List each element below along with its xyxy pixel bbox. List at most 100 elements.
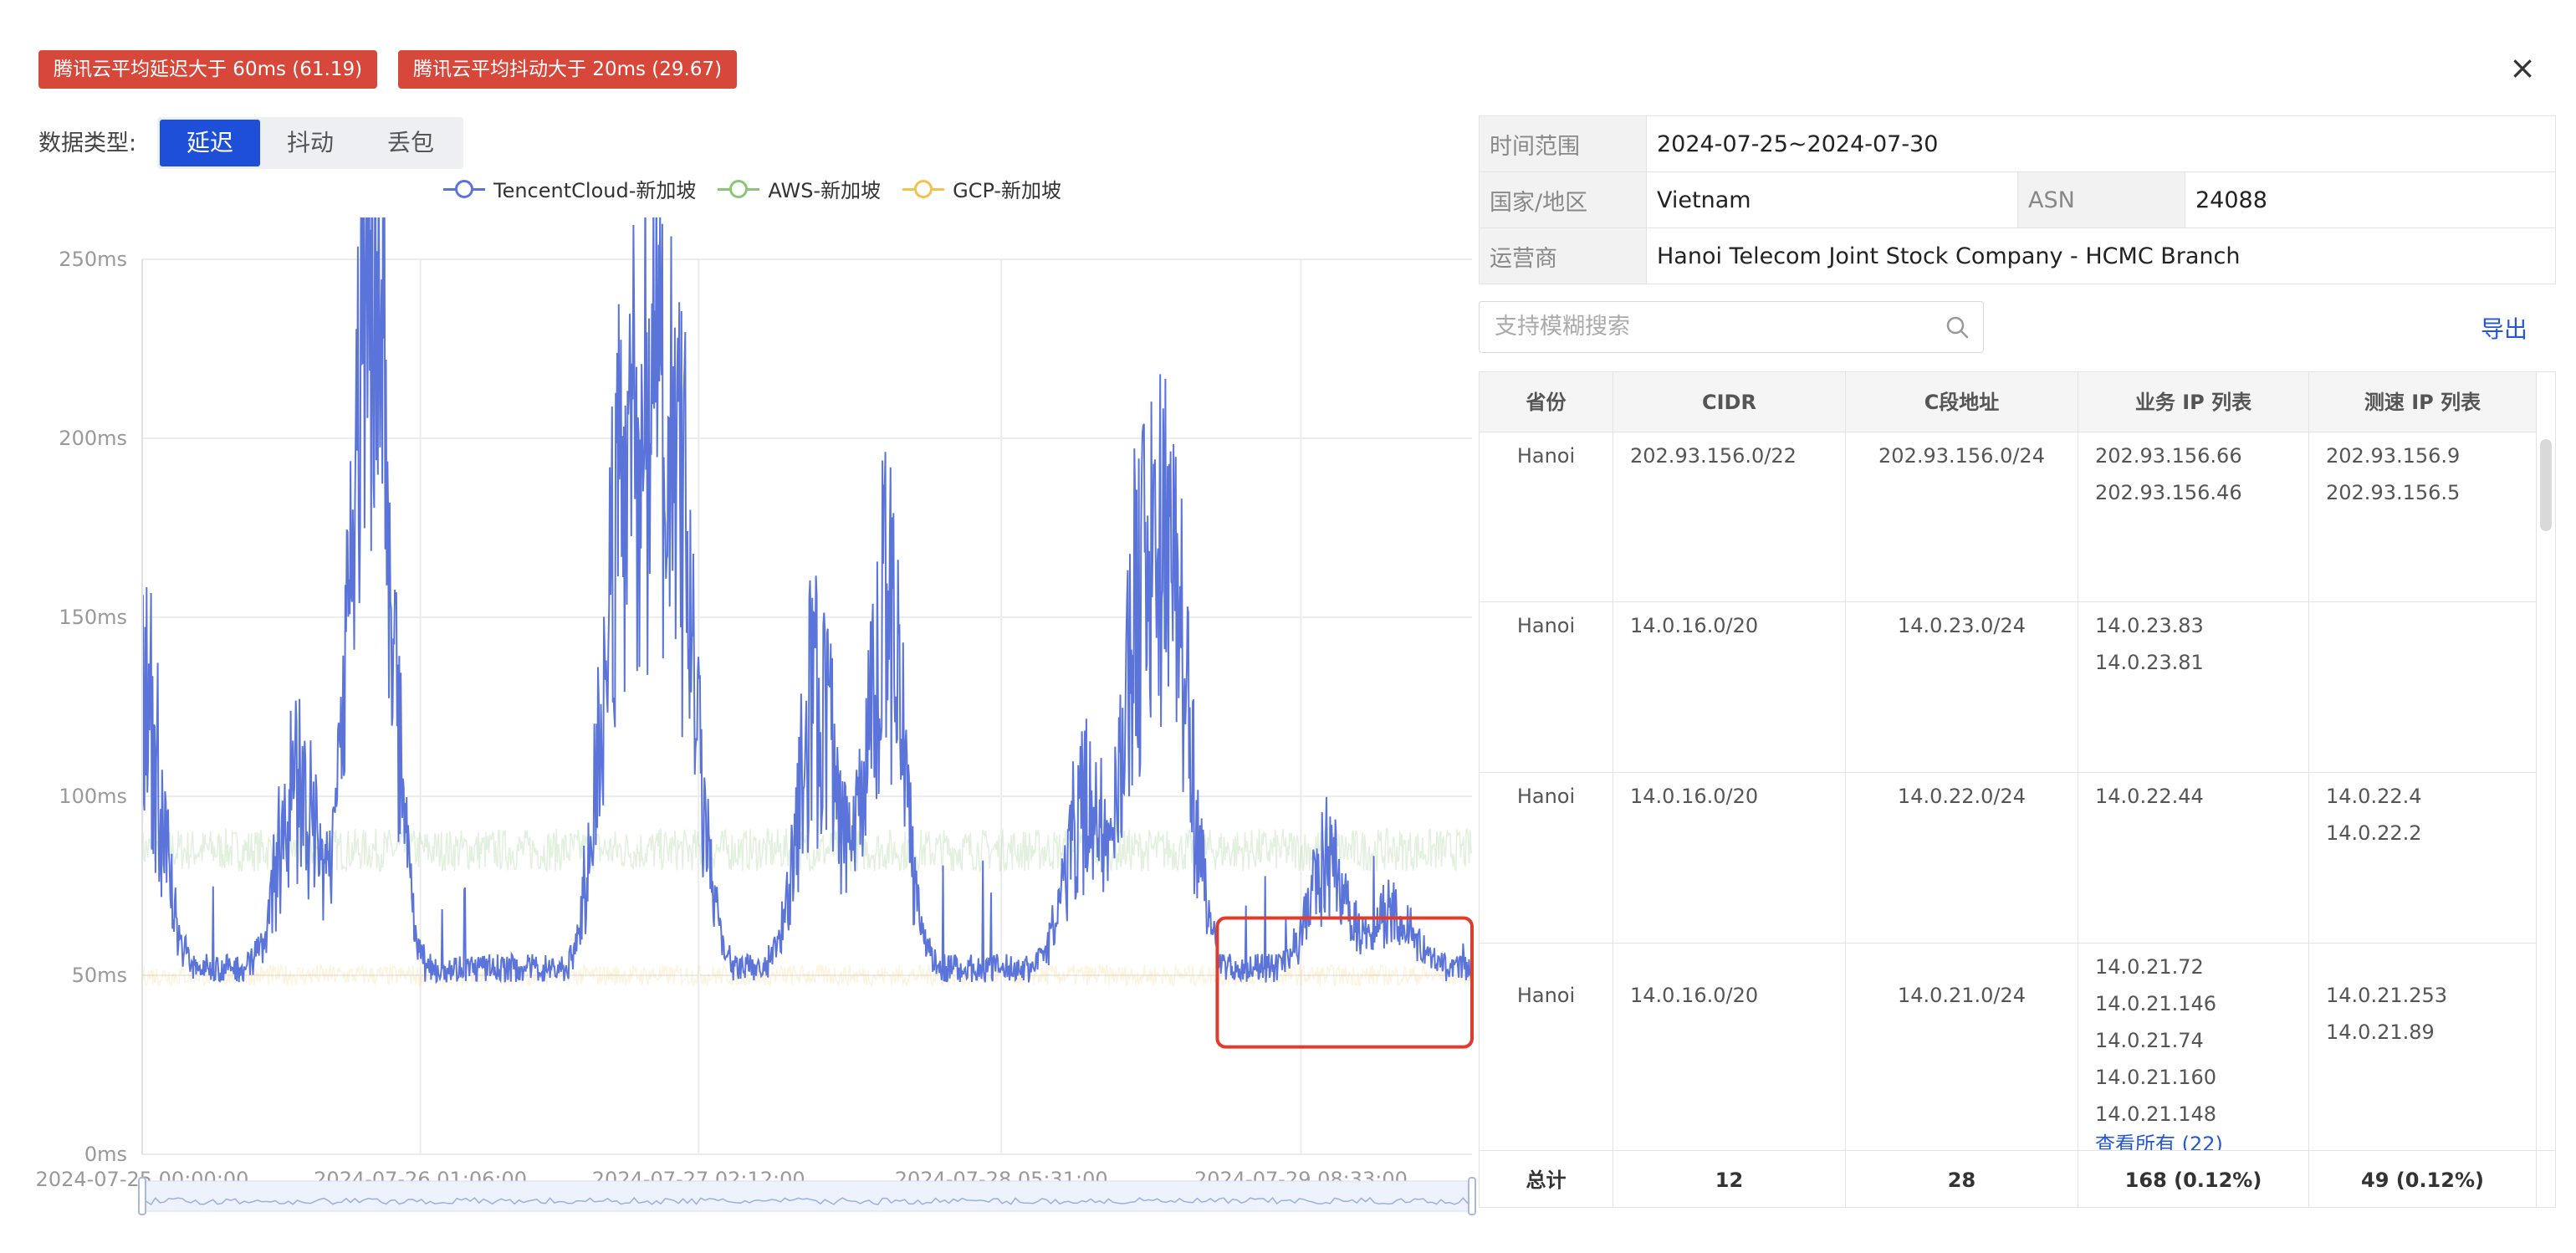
tab-latency[interactable]: 延迟: [160, 120, 260, 166]
ip-table: 省份 CIDR C段地址 业务 IP 列表 测速 IP 列表 Hanoi 202…: [1479, 371, 2556, 1208]
alert-badge-latency: 腾讯云平均延迟大于 60ms (61.19): [38, 50, 378, 89]
time-range-label: 时间范围: [1479, 115, 1647, 172]
close-icon[interactable]: ×: [2509, 49, 2536, 86]
cell-province: Hanoi: [1480, 432, 1613, 601]
legend-label: GCP-新加坡: [953, 179, 1062, 202]
total-c-block: 28: [1846, 1151, 2078, 1207]
time-range-value: 2024-07-25~2024-07-30: [1646, 115, 2556, 172]
chart-legend: TencentCloud-新加坡 AWS-新加坡 GCP-新加坡: [443, 174, 1061, 203]
alert-badge-jitter: 腾讯云平均抖动大于 20ms (29.67): [398, 50, 738, 89]
ip-item: 14.0.23.81: [2095, 651, 2204, 674]
table-scrollbar[interactable]: [2540, 439, 2552, 531]
export-button[interactable]: 导出: [2481, 315, 2528, 343]
ip-item: 14.0.22.4: [2326, 785, 2422, 808]
table-footer-total: 总计 12 28 168 (0.12%) 49 (0.12%): [1480, 1150, 2555, 1207]
ip-item: 14.0.22.2: [2326, 821, 2422, 845]
total-label: 总计: [1480, 1151, 1613, 1207]
cell-cidr: 202.93.156.0/22: [1613, 432, 1846, 601]
y-tick-label: 200ms: [59, 427, 127, 450]
cell-speed-ips: 14.0.21.253 14.0.21.89: [2309, 944, 2537, 1161]
country-label: 国家/地区: [1479, 171, 1647, 228]
col-c-block[interactable]: C段地址: [1846, 372, 2078, 432]
cell-province: Hanoi: [1480, 773, 1613, 943]
country-value: Vietnam: [1646, 171, 2018, 228]
legend-label: AWS-新加坡: [768, 179, 882, 202]
ip-item: 14.0.21.89: [2326, 1020, 2435, 1044]
legend-label: TencentCloud-新加坡: [493, 179, 697, 202]
cell-speed-ips: 202.93.156.9 202.93.156.5: [2309, 432, 2537, 601]
series-tencent-line: [141, 217, 1473, 984]
legend-item-tencent[interactable]: TencentCloud-新加坡: [443, 174, 696, 203]
col-cidr[interactable]: CIDR: [1613, 372, 1846, 432]
cell-speed-ips: 14.0.22.4 14.0.22.2: [2309, 773, 2537, 943]
zoom-handle[interactable]: [1468, 1177, 1476, 1215]
col-biz-ips[interactable]: 业务 IP 列表: [2078, 372, 2309, 432]
search-input[interactable]: [1480, 302, 1914, 350]
ip-item: 202.93.156.46: [2095, 481, 2242, 504]
tab-jitter[interactable]: 抖动: [286, 129, 334, 156]
isp-label: 运营商: [1479, 228, 1647, 284]
ip-item: 14.0.21.146: [2095, 992, 2217, 1015]
cell-c-block: 14.0.23.0/24: [1846, 602, 2078, 772]
table-row: Hanoi 14.0.16.0/20 14.0.23.0/24 14.0.23.…: [1480, 602, 2537, 773]
cell-province: Hanoi: [1480, 944, 1613, 1161]
total-biz-ips: 168 (0.12%): [2078, 1151, 2309, 1207]
cell-biz-ips: 14.0.21.72 14.0.21.146 14.0.21.74 14.0.2…: [2078, 944, 2309, 1161]
y-tick-label: 150ms: [59, 606, 127, 629]
table-row: Hanoi 14.0.16.0/20 14.0.22.0/24 14.0.22.…: [1480, 773, 2537, 944]
zoom-slider[interactable]: [138, 1177, 1476, 1215]
ip-item: 202.93.156.66: [2095, 444, 2242, 468]
zoom-preview-line: [141, 1196, 1473, 1206]
asn-value: 24088: [2185, 171, 2556, 228]
zoom-handle[interactable]: [138, 1177, 146, 1215]
table-header: 省份 CIDR C段地址 业务 IP 列表 测速 IP 列表: [1480, 372, 2537, 432]
cell-biz-ips: 14.0.22.44: [2078, 773, 2309, 943]
total-speed-ips: 49 (0.12%): [2309, 1151, 2537, 1207]
table-row: Hanoi 14.0.16.0/20 14.0.21.0/24 14.0.21.…: [1480, 944, 2537, 1161]
legend-item-gcp[interactable]: GCP-新加坡: [902, 174, 1061, 203]
ip-item: 14.0.21.160: [2095, 1066, 2217, 1089]
cell-cidr: 14.0.16.0/20: [1613, 944, 1846, 1161]
cell-speed-ips: [2309, 602, 2537, 772]
cell-biz-ips: 14.0.23.83 14.0.23.81: [2078, 602, 2309, 772]
cell-c-block: 14.0.22.0/24: [1846, 773, 2078, 943]
ip-item: 14.0.21.253: [2326, 984, 2448, 1007]
series-aws-line: [141, 826, 1473, 873]
col-speed-ips[interactable]: 测速 IP 列表: [2309, 372, 2537, 432]
search-box: [1479, 301, 1984, 353]
info-table: 时间范围 2024-07-25~2024-07-30 国家/地区 Vietnam…: [1479, 115, 2556, 284]
y-tick-label: 0ms: [84, 1143, 127, 1166]
ip-item: 14.0.21.72: [2095, 955, 2204, 979]
isp-value: Hanoi Telecom Joint Stock Company - HCMC…: [1646, 228, 2556, 284]
legend-marker-icon: [718, 179, 760, 198]
data-type-segmented-control: 延迟 抖动 丢包: [157, 117, 463, 169]
ip-item: 14.0.22.44: [2095, 785, 2204, 808]
total-cidr: 12: [1613, 1151, 1846, 1207]
series-gcp-line: [141, 962, 1473, 989]
ip-item: 14.0.23.83: [2095, 614, 2204, 637]
y-tick-label: 50ms: [72, 964, 127, 987]
legend-marker-icon: [902, 179, 945, 198]
ip-item: 14.0.21.74: [2095, 1029, 2204, 1052]
cell-cidr: 14.0.16.0/20: [1613, 773, 1846, 943]
zoom-track[interactable]: [141, 1180, 1473, 1212]
search-icon[interactable]: [1945, 315, 1970, 343]
ip-item: 202.93.156.9: [2326, 444, 2461, 468]
table-row: Hanoi 202.93.156.0/22 202.93.156.0/24 20…: [1480, 432, 2537, 602]
y-tick-label: 250ms: [59, 248, 127, 271]
cell-cidr: 14.0.16.0/20: [1613, 602, 1846, 772]
ip-item: 14.0.21.148: [2095, 1102, 2217, 1126]
y-tick-label: 100ms: [59, 785, 127, 808]
cell-biz-ips: 202.93.156.66 202.93.156.46: [2078, 432, 2309, 601]
cell-c-block: 14.0.21.0/24: [1846, 944, 2078, 1161]
data-type-label: 数据类型:: [38, 130, 137, 156]
col-province[interactable]: 省份: [1480, 372, 1613, 432]
tab-packet-loss[interactable]: 丢包: [386, 129, 434, 156]
highlight-box: [1215, 916, 1475, 1049]
ip-item: 202.93.156.5: [2326, 481, 2461, 504]
legend-item-aws[interactable]: AWS-新加坡: [718, 174, 881, 203]
cell-c-block: 202.93.156.0/24: [1846, 432, 2078, 601]
cell-province: Hanoi: [1480, 602, 1613, 772]
